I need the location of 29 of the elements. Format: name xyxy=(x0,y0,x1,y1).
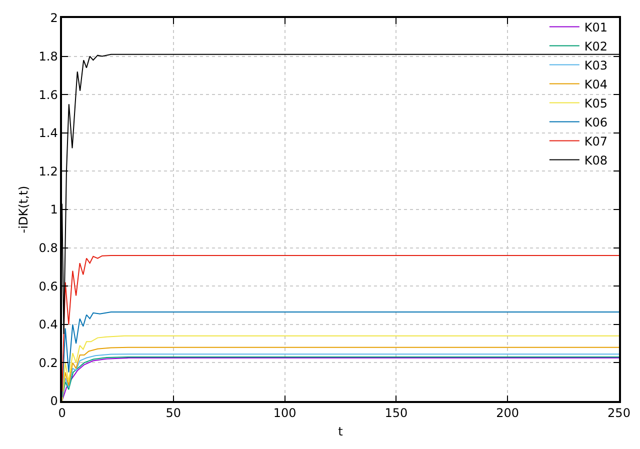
x-tick-label: 100 xyxy=(273,406,296,420)
y-tick-label: 0.2 xyxy=(38,356,58,370)
y-tick-label: 1.4 xyxy=(38,126,58,140)
y-tick-label: 1.8 xyxy=(38,50,58,64)
legend-label: K06 xyxy=(584,115,608,130)
y-tick-label: 1.2 xyxy=(38,164,58,178)
legend-label: K02 xyxy=(584,39,608,54)
legend-label: K08 xyxy=(584,153,608,168)
line-series xyxy=(62,311,619,398)
y-tick-label: 0.8 xyxy=(38,241,58,255)
legend-label: K07 xyxy=(584,134,608,148)
y-tick-label: 0.6 xyxy=(38,279,58,294)
x-tick-label: 50 xyxy=(166,406,182,420)
y-tick-label: 0 xyxy=(50,394,58,408)
x-axis-title: t xyxy=(338,424,344,439)
x-tick-label: 150 xyxy=(384,406,408,420)
legend-label: K05 xyxy=(584,96,608,110)
y-tick-label: 1.6 xyxy=(38,88,58,102)
y-axis-title: -iDK(t,t) xyxy=(16,186,31,234)
x-tick-label: 200 xyxy=(496,406,520,420)
y-tick-label: 0.4 xyxy=(38,318,58,332)
x-tick-label: 250 xyxy=(608,406,630,420)
legend-label: K03 xyxy=(584,58,608,72)
y-tick-label: 1 xyxy=(50,202,58,217)
line-series xyxy=(62,335,619,401)
legend-label: K04 xyxy=(584,77,608,92)
y-tick-label: 2 xyxy=(50,11,58,26)
line-series xyxy=(62,254,619,392)
legend-label: K01 xyxy=(584,20,608,34)
